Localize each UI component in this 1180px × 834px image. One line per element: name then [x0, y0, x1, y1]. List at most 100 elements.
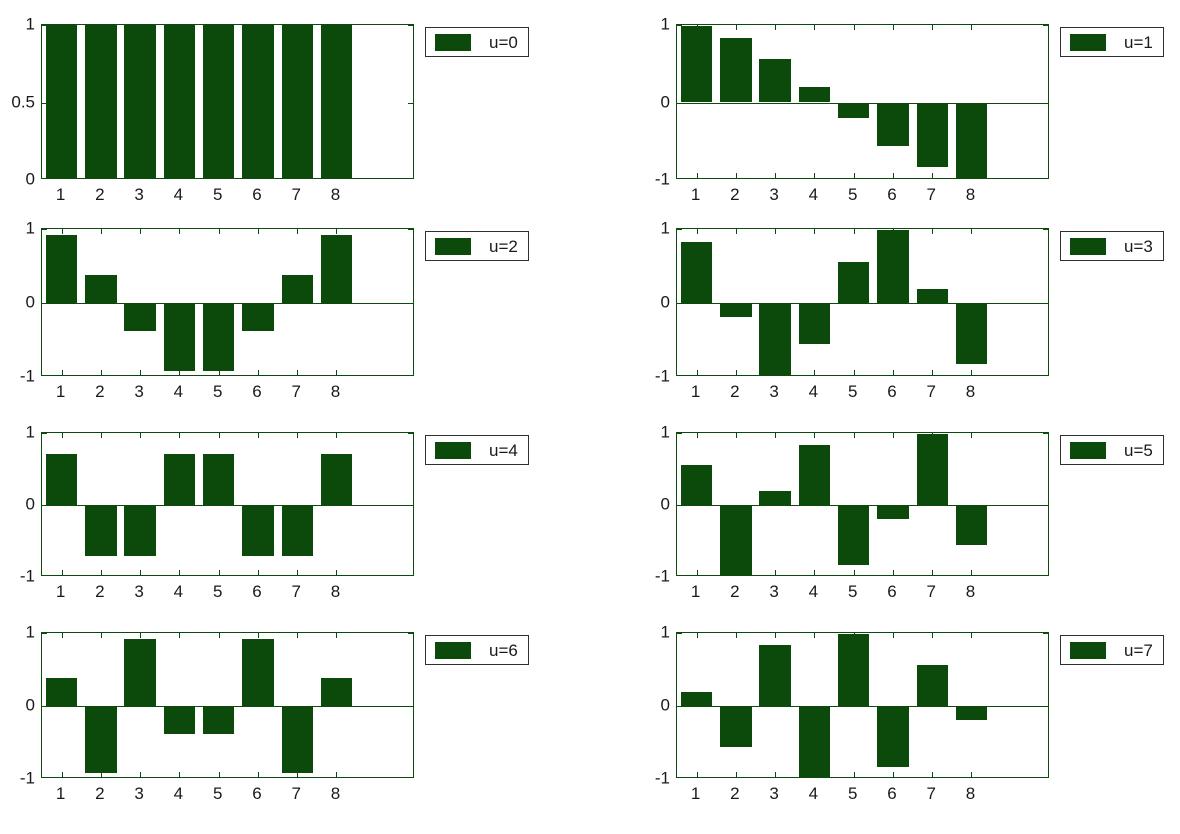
legend[interactable]: u=7: [1060, 635, 1164, 665]
bar: [242, 505, 274, 556]
x-tick-mark: [336, 173, 338, 178]
y-axis-tick-label: 0: [25, 169, 35, 189]
legend-color-swatch: [435, 33, 471, 51]
y-axis-tick-label: 0: [25, 695, 35, 715]
x-axis-tick-label: 5: [847, 185, 858, 204]
x-tick-mark-top: [853, 633, 855, 638]
x-tick-mark-top: [814, 433, 816, 438]
x-tick-mark: [932, 370, 934, 375]
x-tick-mark: [853, 772, 855, 777]
bar: [680, 26, 713, 103]
x-axis-tick-label: 4: [173, 784, 184, 803]
x-tick-mark-top: [336, 229, 338, 234]
x-tick-mark-top: [336, 25, 338, 30]
x-tick-mark-top: [179, 633, 181, 638]
y-tick-mark: [677, 706, 682, 707]
x-axis-tick-label: 7: [291, 784, 301, 803]
x-tick-mark: [892, 772, 894, 777]
x-tick-mark-top: [892, 633, 894, 638]
x-axis-tick-label: 5: [847, 382, 858, 401]
bar: [837, 261, 870, 303]
x-tick-mark: [932, 570, 934, 575]
x-tick-mark-top: [61, 229, 63, 234]
x-tick-mark-top: [735, 229, 737, 234]
bar: [877, 706, 909, 767]
bar: [837, 102, 870, 118]
bar: [163, 454, 196, 505]
x-axis-tick-label: 8: [965, 382, 976, 401]
x-axis-tick-label: 7: [926, 185, 936, 204]
x-tick-mark: [218, 173, 220, 178]
x-axis-tick-label: 5: [847, 582, 858, 601]
y-axis-tick-label: 1: [25, 422, 35, 442]
x-axis-tick-label: 8: [330, 185, 341, 204]
x-tick-mark: [814, 370, 816, 375]
x-tick-mark-top: [218, 229, 220, 234]
y-tick-mark-right: [1043, 229, 1048, 230]
legend-color-swatch: [435, 237, 471, 255]
bar: [916, 665, 948, 706]
zero-line: [677, 303, 1048, 304]
y-axis-tick-label: 0: [660, 494, 670, 514]
x-axis-tick-label: 6: [887, 784, 897, 803]
y-tick-mark-right: [1043, 633, 1048, 634]
x-tick-mark-top: [775, 433, 777, 438]
bar: [759, 490, 791, 505]
bar: [320, 454, 353, 505]
x-tick-mark: [100, 173, 102, 178]
legend[interactable]: u=5: [1060, 435, 1164, 465]
y-axis-tick-label: -1: [19, 566, 35, 586]
x-tick-mark-top: [218, 25, 220, 30]
y-axis-tick-label: 0: [660, 695, 670, 715]
y-tick-mark-right: [1043, 706, 1048, 707]
x-tick-mark-top: [775, 25, 777, 30]
x-tick-mark-top: [971, 633, 973, 638]
y-axis-tick-label: 0: [25, 292, 35, 312]
x-tick-mark: [814, 772, 816, 777]
x-axis-tick-label: 6: [252, 784, 262, 803]
x-axis-tick-label: 2: [730, 784, 740, 803]
bar: [163, 706, 196, 734]
bar: [45, 454, 78, 505]
x-tick-mark: [971, 570, 973, 575]
x-tick-mark: [297, 370, 299, 375]
x-tick-mark-top: [140, 25, 142, 30]
legend[interactable]: u=3: [1060, 231, 1164, 261]
y-axis-tick-label: 1: [660, 422, 670, 442]
x-tick-mark: [297, 772, 299, 777]
legend[interactable]: u=6: [425, 635, 529, 665]
x-axis-tick-label: 2: [730, 382, 740, 401]
bar: [720, 38, 752, 103]
y-tick-mark-right: [1043, 303, 1048, 304]
plot-axes: [41, 432, 414, 576]
bar: [242, 303, 274, 332]
legend[interactable]: u=1: [1060, 27, 1164, 57]
y-tick-mark: [42, 102, 47, 104]
legend[interactable]: u=0: [425, 27, 529, 57]
legend[interactable]: u=4: [425, 435, 529, 465]
x-axis-tick-label: 5: [847, 784, 858, 803]
x-tick-mark: [336, 370, 338, 375]
x-axis-tick-label: 8: [965, 582, 976, 601]
y-tick-mark: [677, 303, 682, 304]
x-tick-mark: [775, 173, 777, 178]
y-axis-tick-label: -1: [19, 366, 35, 386]
plot-area: [677, 229, 1048, 375]
legend-label: u=0: [489, 32, 518, 52]
x-axis-tick-label: 5: [212, 382, 223, 401]
x-tick-mark-top: [297, 633, 299, 638]
x-tick-mark-top: [814, 25, 816, 30]
y-tick-mark-right: [1043, 505, 1048, 506]
x-axis-tick-label: 3: [769, 784, 779, 803]
x-tick-mark: [179, 772, 181, 777]
x-tick-mark: [140, 570, 142, 575]
x-axis-tick-label: 3: [134, 185, 144, 204]
x-tick-mark: [100, 772, 102, 777]
x-tick-mark: [218, 570, 220, 575]
plot-area: [677, 633, 1048, 777]
legend[interactable]: u=2: [425, 231, 529, 261]
x-tick-mark: [297, 570, 299, 575]
x-axis-tick-label: 8: [330, 382, 341, 401]
